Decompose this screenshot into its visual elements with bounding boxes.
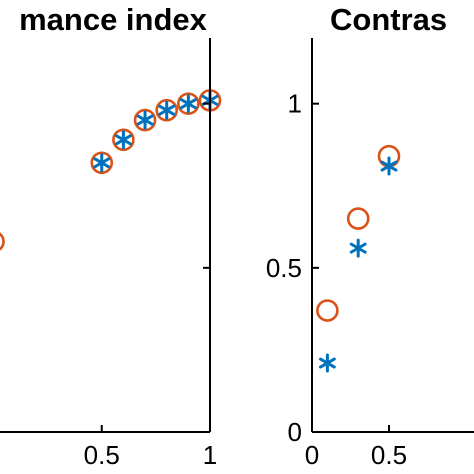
right-panel-x-tick-label: 0 <box>305 440 319 470</box>
right-panel: Contras 0 0.5 0 0.5 1 <box>266 2 474 470</box>
left-panel-circle-marker <box>177 92 200 115</box>
left-panel-x-tick-label: 0.5 <box>84 440 120 470</box>
right-panel-y-tick-label: 0 <box>288 417 302 447</box>
left-panel-asterisk-marker <box>93 153 111 173</box>
left-panel-circle-marker <box>0 232 5 251</box>
left-panel-asterisk-marker <box>179 94 197 114</box>
right-panel-asterisk-marker <box>349 238 367 258</box>
right-panel-circle-marker <box>346 207 370 230</box>
left-panel-marks <box>0 89 222 251</box>
right-panel-asterisk-marker <box>318 353 336 373</box>
left-panel-asterisk-marker <box>114 130 132 150</box>
left-panel-title: mance index <box>19 2 208 37</box>
right-panel-circle-marker <box>316 299 339 322</box>
left-panel-circle-marker <box>90 151 114 175</box>
left-panel-x-tick-label: 1 <box>203 440 217 470</box>
right-panel-asterisk-marker <box>380 156 398 176</box>
left-panel: mance index 0.5 1 <box>0 2 222 470</box>
right-panel-y-tick-label: 1 <box>288 89 302 119</box>
left-panel-circle-marker <box>112 128 135 152</box>
left-panel-asterisk-marker <box>136 110 154 130</box>
left-panel-circle-marker <box>155 98 179 122</box>
left-panel-circle-marker <box>133 108 157 132</box>
right-panel-ticks: 0 0.5 0 0.5 1 <box>266 89 407 470</box>
right-panel-marks <box>316 144 401 373</box>
right-panel-y-tick-label: 0.5 <box>266 253 302 283</box>
left-panel-ticks: 0.5 1 <box>84 102 217 470</box>
left-panel-asterisk-marker <box>158 100 176 120</box>
right-panel-x-tick-label: 0.5 <box>371 440 407 470</box>
right-panel-title: Contras <box>330 2 447 37</box>
